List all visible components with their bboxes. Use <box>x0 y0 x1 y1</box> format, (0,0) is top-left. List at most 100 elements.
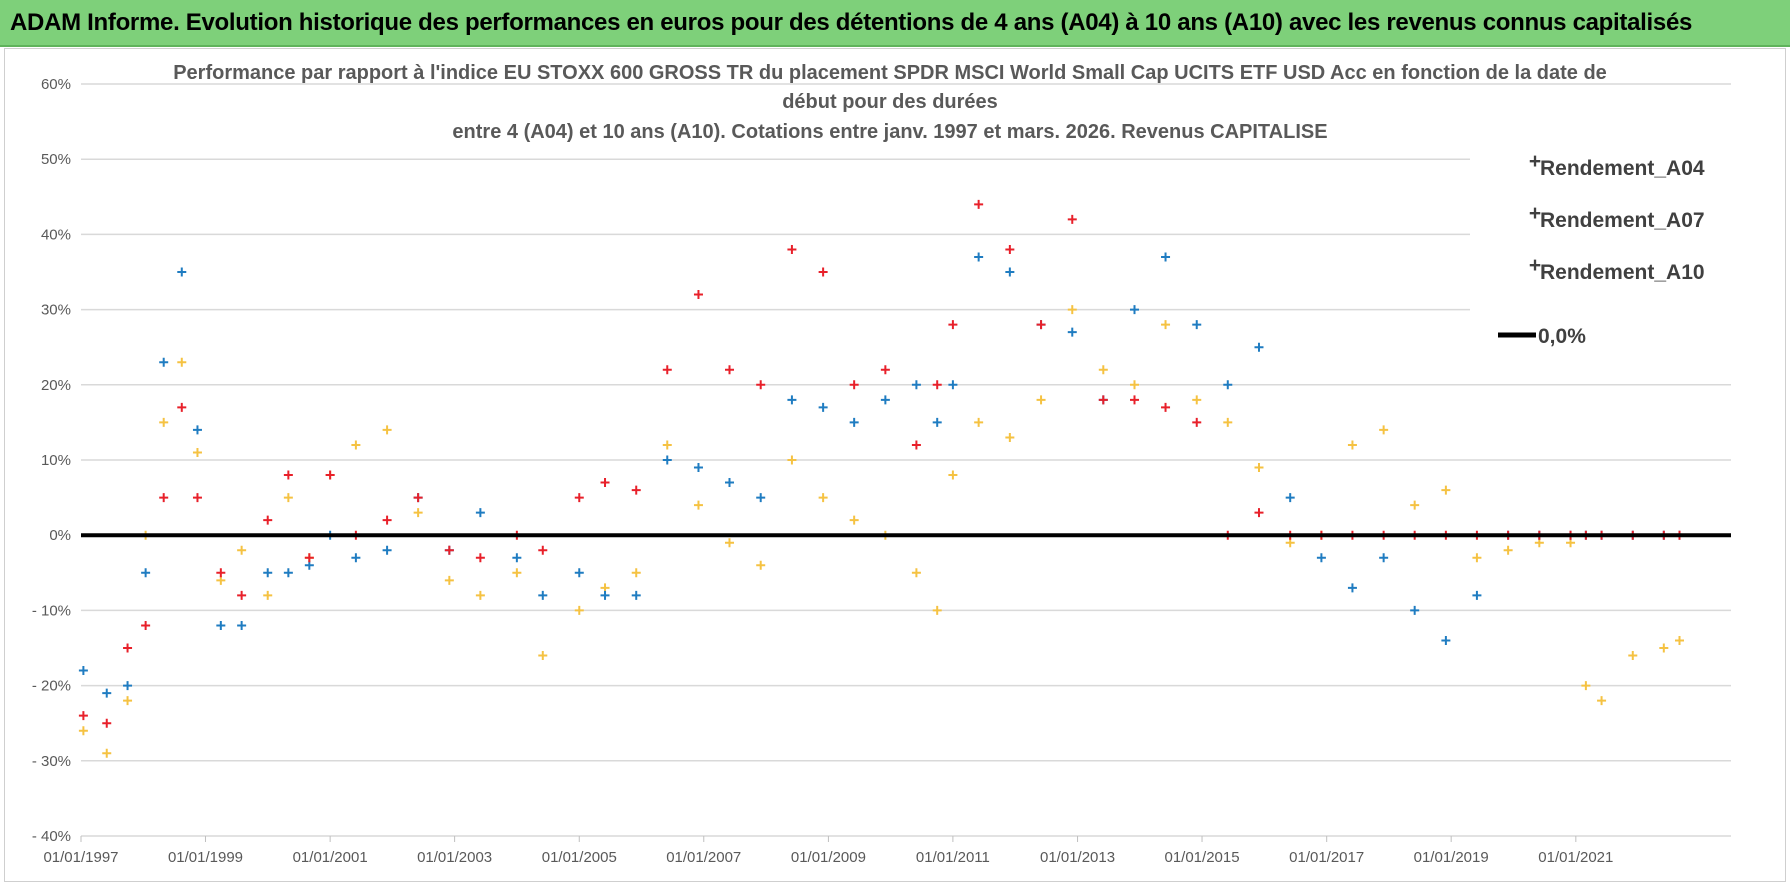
data-point <box>78 711 88 721</box>
data-point <box>1285 538 1295 548</box>
x-tick-label: 01/01/2009 <box>791 849 866 866</box>
data-point <box>911 380 921 390</box>
data-point <box>756 493 766 503</box>
banner-title: ADAM Informe. Evolution historique des p… <box>10 9 1693 36</box>
data-point <box>1347 440 1357 450</box>
data-point <box>631 590 641 600</box>
data-point <box>693 463 703 473</box>
data-point <box>662 365 672 375</box>
data-point <box>948 380 958 390</box>
data-point <box>216 575 226 585</box>
data-point <box>444 575 454 585</box>
data-point <box>1441 485 1451 495</box>
legend-label-a10: Rendement_A10 <box>1540 261 1705 284</box>
chart-frame: 60% 50% 40% 30% 20% 10% 0% - 10% - 20% - 30% - 40%… <box>4 48 1786 882</box>
y-tick-label: - 20% <box>32 678 71 695</box>
data-point <box>948 470 958 480</box>
page-banner: ADAM Informe. Evolution historique des p… <box>0 0 1790 47</box>
legend-marker-a10: + <box>1529 254 1541 277</box>
y-tick-label: 50% <box>41 151 71 168</box>
data-point <box>1379 425 1389 435</box>
data-point <box>538 651 548 661</box>
data-point <box>1098 395 1108 405</box>
data-point <box>725 538 735 548</box>
data-point <box>756 380 766 390</box>
data-point <box>932 380 942 390</box>
data-point <box>1192 320 1202 330</box>
data-point <box>159 493 169 503</box>
data-point <box>1566 538 1576 548</box>
data-point <box>1192 395 1202 405</box>
data-point <box>974 417 984 427</box>
y-tick-label: 60% <box>41 76 71 93</box>
data-point <box>1130 305 1139 315</box>
y-tick-label: - 40% <box>32 828 71 845</box>
data-point <box>102 718 112 728</box>
data-points <box>78 199 1684 758</box>
y-tick-label: 20% <box>41 377 71 394</box>
data-point <box>413 508 423 518</box>
data-point <box>237 590 247 600</box>
data-point <box>911 568 921 578</box>
data-point <box>1130 380 1139 390</box>
x-tick-label: 01/01/2007 <box>666 849 741 866</box>
data-point <box>263 515 273 525</box>
data-point <box>756 560 766 570</box>
data-point <box>974 252 984 262</box>
x-tick-label: 01/01/2017 <box>1289 849 1364 866</box>
data-point <box>1410 500 1420 510</box>
scatter-chart: 60% 50% 40% 30% 20% 10% 0% - 10% - 20% - 30% - 40%… <box>32 62 1740 866</box>
data-point <box>1005 432 1015 442</box>
data-point <box>192 425 202 435</box>
data-point <box>78 666 88 676</box>
data-point <box>237 620 247 630</box>
data-point <box>574 568 584 578</box>
data-point <box>283 493 293 503</box>
data-point <box>351 440 361 450</box>
data-point <box>512 553 522 563</box>
data-point <box>818 402 828 412</box>
x-tick-label: 01/01/2019 <box>1414 849 1489 866</box>
data-point <box>141 620 151 630</box>
x-axis-ticks: 01/01/1997 01/01/1999 01/01/2001 01/01/2003… <box>43 836 1613 866</box>
data-point <box>1254 508 1264 518</box>
data-point <box>631 485 641 495</box>
chart-title-line-3: entre 4 (A04) et 10 ans (A10). Cotations… <box>452 121 1327 143</box>
data-point <box>1067 214 1077 224</box>
legend-marker-a07: + <box>1529 202 1541 225</box>
data-point <box>1503 545 1513 555</box>
data-point <box>574 493 584 503</box>
legend-label-zero-line: 0,0% <box>1538 325 1586 348</box>
data-point <box>177 267 187 277</box>
data-point <box>382 515 392 525</box>
data-point <box>304 553 314 563</box>
data-point <box>1472 590 1482 600</box>
y-tick-label: 30% <box>41 302 71 319</box>
data-point <box>1379 553 1389 563</box>
data-point <box>974 199 984 209</box>
data-point <box>600 583 610 593</box>
data-point <box>263 568 273 578</box>
y-tick-label: 10% <box>41 452 71 469</box>
data-point <box>192 447 202 457</box>
data-point <box>123 643 133 653</box>
data-point <box>787 455 797 465</box>
data-point <box>787 395 797 405</box>
data-point <box>1036 395 1046 405</box>
data-point <box>1098 365 1108 375</box>
data-point <box>1472 553 1482 563</box>
x-tick-label: 01/01/2001 <box>293 849 368 866</box>
data-point <box>1441 635 1451 645</box>
data-point <box>1161 252 1171 262</box>
x-tick-label: 01/01/2015 <box>1164 849 1239 866</box>
data-point <box>948 320 958 330</box>
data-point <box>1005 267 1015 277</box>
y-tick-label: 0% <box>49 527 71 544</box>
data-point <box>283 568 293 578</box>
data-point <box>263 590 273 600</box>
legend-background <box>1470 139 1740 369</box>
data-point <box>1223 417 1233 427</box>
chart-title: Performance par rapport à l'indice EU ST… <box>173 62 1607 143</box>
data-point <box>849 515 859 525</box>
y-axis-ticks: 60% 50% 40% 30% 20% 10% 0% - 10% - 20% - 30% - 40% <box>32 76 71 845</box>
